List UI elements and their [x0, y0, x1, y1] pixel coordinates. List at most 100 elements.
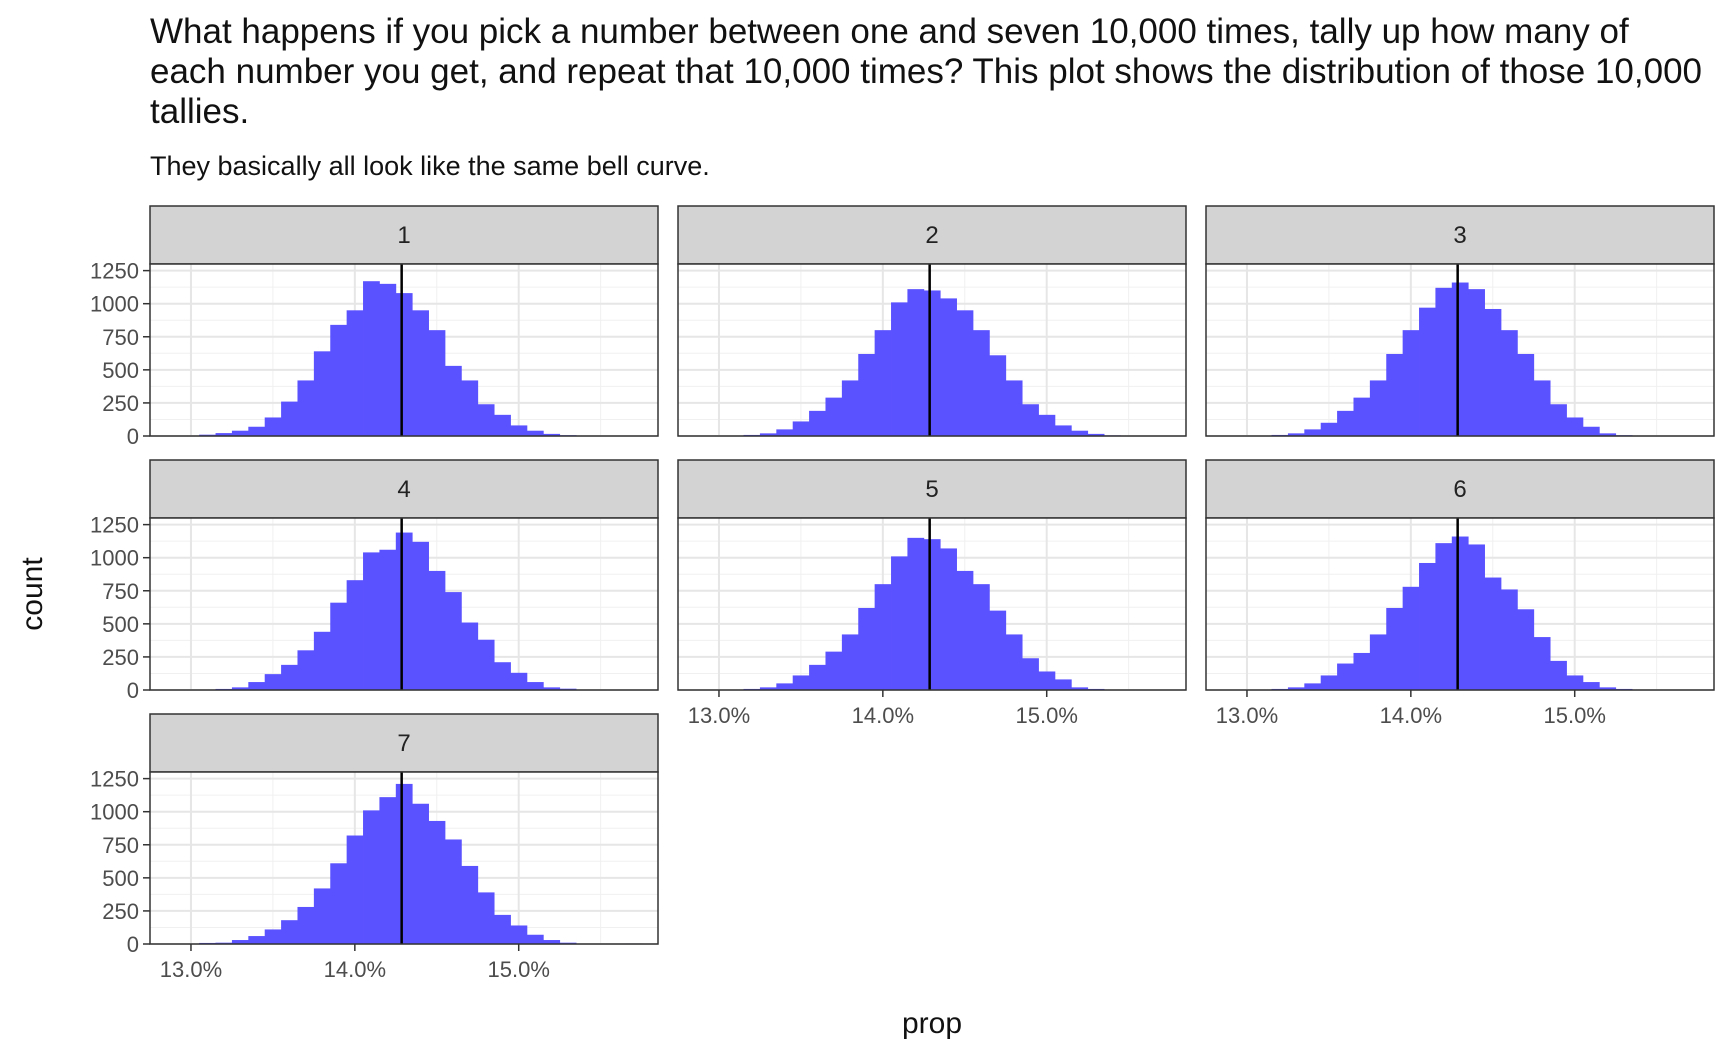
- histogram-bar: [1337, 410, 1354, 436]
- histogram-bar: [825, 651, 843, 690]
- facet-strip-label: 1: [397, 222, 410, 249]
- histogram-bar: [461, 865, 479, 944]
- histogram-bar: [759, 687, 777, 690]
- histogram-bar: [1038, 414, 1056, 436]
- histogram-bar: [444, 365, 462, 436]
- facet-panel-3: 3: [1205, 205, 1715, 437]
- x-tick-label: 14.0%: [852, 703, 914, 728]
- histogram-bar: [841, 634, 859, 690]
- histogram-bar: [231, 687, 249, 690]
- histogram-bar: [1287, 433, 1305, 436]
- histogram-bar: [1353, 652, 1371, 690]
- histogram-bar: [428, 570, 446, 690]
- histogram-bar: [526, 682, 544, 690]
- facet-strip-label: 2: [925, 222, 938, 249]
- y-tick-label: 1250: [90, 767, 139, 792]
- facet-strip-label: 6: [1453, 476, 1466, 503]
- histogram-bar: [1287, 687, 1305, 690]
- facet-panel-7: 7 0 250 500 750 1000 1250 13.0% 14.0% 15.0%: [90, 713, 659, 982]
- panel-border: [677, 263, 1187, 437]
- histogram-bar: [412, 310, 429, 436]
- histogram-bar: [395, 783, 413, 944]
- histogram-bar: [444, 592, 462, 690]
- facet-strip: [149, 205, 659, 265]
- facet-strip: [677, 459, 1187, 519]
- histogram-bar: [792, 675, 810, 690]
- histogram-bar: [1435, 543, 1453, 690]
- histogram-bar: [989, 355, 1007, 436]
- histogram-bar: [313, 351, 331, 436]
- facet-strip: [1205, 459, 1715, 519]
- histogram-bar: [1435, 287, 1453, 436]
- histogram-bar: [1419, 307, 1436, 436]
- histogram-bar: [297, 906, 315, 944]
- histogram-bar: [776, 429, 794, 436]
- histogram-bar: [1304, 683, 1322, 690]
- histogram-bar: [1386, 607, 1404, 690]
- histogram-bar: [989, 610, 1007, 690]
- histogram-bar: [907, 289, 925, 436]
- histogram-bar: [1005, 634, 1023, 690]
- y-tick-label: 500: [102, 612, 139, 637]
- facet-strip-label: 4: [397, 476, 410, 503]
- histogram-bar: [1468, 289, 1485, 436]
- panel-border: [1205, 263, 1715, 437]
- histogram-bar: [1566, 675, 1584, 690]
- histogram-bar: [346, 580, 364, 690]
- y-tick-label: 250: [102, 899, 139, 924]
- histogram-bar: [231, 940, 249, 944]
- histogram-bar: [363, 810, 380, 944]
- facet-panel-5: 5 13.0% 14.0% 15.0%: [677, 459, 1187, 728]
- histogram-bar: [248, 936, 266, 944]
- histogram-bar: [444, 839, 462, 944]
- histogram-bar: [1599, 687, 1617, 690]
- histogram-bar: [1484, 577, 1502, 690]
- histogram-bar: [1500, 330, 1518, 436]
- histogram-bar: [1550, 660, 1567, 690]
- histogram-bar: [1087, 433, 1105, 436]
- chart-subtitle: They basically all look like the same be…: [150, 151, 710, 181]
- histogram-bar: [1500, 589, 1518, 690]
- facet-strip: [149, 459, 659, 519]
- histogram-bar: [477, 639, 495, 690]
- facet-strip: [149, 713, 659, 773]
- chart-title: What happens if you pick a number betwee…: [150, 12, 1703, 131]
- histogram-bar: [809, 664, 826, 690]
- histogram-bar: [1369, 634, 1387, 690]
- histogram-bar: [248, 682, 266, 690]
- facet-strip-label: 7: [397, 730, 410, 757]
- histogram-bar: [264, 929, 282, 944]
- facet-panel-4: 4 0 250 500 750 1000 1250: [90, 459, 659, 703]
- histogram-bar: [1468, 544, 1485, 690]
- x-tick-label: 15.0%: [1016, 703, 1078, 728]
- histogram-bar: [297, 650, 315, 690]
- histogram-bar: [346, 835, 364, 944]
- histogram-bar: [1566, 417, 1584, 436]
- histogram-bar: [313, 631, 331, 690]
- histogram-bar: [956, 310, 974, 436]
- x-tick-label: 15.0%: [1544, 703, 1606, 728]
- histogram-bar: [841, 380, 859, 436]
- histogram-bar: [543, 687, 561, 690]
- histogram-bar: [477, 892, 495, 944]
- panel-border: [1205, 517, 1715, 691]
- histogram-bar: [940, 298, 957, 436]
- histogram-bar: [1320, 422, 1338, 436]
- y-tick-label: 250: [102, 391, 139, 416]
- histogram-bar: [940, 548, 957, 690]
- histogram-bar: [1369, 380, 1387, 436]
- x-axis-title: prop: [902, 1007, 962, 1040]
- histogram-bar: [1550, 404, 1567, 436]
- facet-panel-1: 1 0 250 500 750 1000 1250: [90, 205, 659, 449]
- y-tick-label: 500: [102, 866, 139, 891]
- panel-border: [677, 517, 1187, 691]
- x-tick-label: 14.0%: [1380, 703, 1442, 728]
- y-tick-label: 1000: [90, 800, 139, 825]
- y-tick-label: 750: [102, 325, 139, 350]
- histogram-bar: [1582, 426, 1600, 436]
- histogram-bar: [792, 421, 810, 436]
- histogram-bar: [1022, 658, 1039, 690]
- histogram-bar: [281, 401, 298, 436]
